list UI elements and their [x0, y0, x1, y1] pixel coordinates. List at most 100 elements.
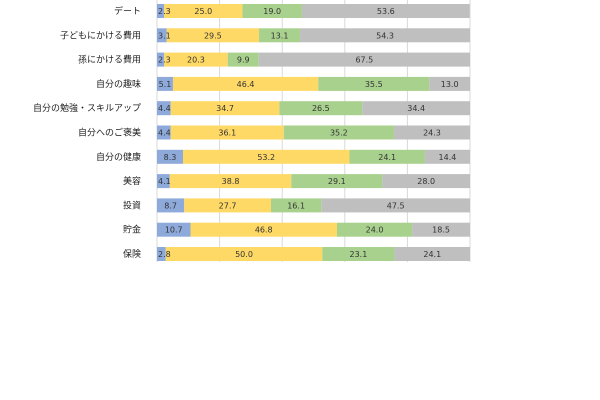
category-label: 孫にかける費用 — [78, 54, 141, 66]
bar-segment — [321, 198, 470, 213]
bar-segment — [157, 198, 185, 213]
data-label: 4.4 — [158, 129, 171, 138]
bar-segment — [157, 247, 166, 261]
data-label: 26.5 — [312, 104, 330, 113]
bar-segment — [157, 4, 165, 18]
bar-segment — [336, 222, 413, 237]
bar-segment — [169, 174, 292, 189]
category-label: 投資 — [123, 199, 141, 211]
bar-segment — [190, 222, 337, 237]
data-label: 36.1 — [218, 129, 236, 138]
bar-segment — [164, 4, 243, 18]
data-label: 4.1 — [158, 177, 171, 186]
bar-segment — [157, 125, 171, 140]
data-label: 29.5 — [204, 31, 222, 40]
data-label: 29.1 — [328, 177, 346, 186]
data-label: 53.2 — [257, 153, 275, 162]
data-label: 8.7 — [164, 201, 177, 210]
bar-segment — [157, 149, 183, 164]
data-label: 35.2 — [330, 129, 348, 138]
data-label: 54.3 — [376, 31, 394, 40]
bar-segment — [170, 125, 284, 140]
bar-segment — [291, 174, 383, 189]
bar-segment — [172, 76, 319, 91]
data-label: 23.1 — [350, 250, 368, 259]
bar-segment — [165, 247, 323, 261]
data-label: 3.1 — [158, 31, 171, 40]
data-label: 38.8 — [222, 177, 240, 186]
bar-segment — [300, 28, 470, 43]
bar-segment — [362, 101, 470, 116]
data-label: 5.1 — [159, 80, 172, 89]
bar-segment — [349, 149, 425, 164]
bar-segment — [157, 76, 173, 91]
data-label: 35.5 — [365, 80, 383, 89]
bars — [157, 4, 470, 261]
bar-segment — [301, 4, 470, 18]
bar-segment — [157, 28, 167, 43]
data-label: 46.8 — [255, 226, 273, 235]
data-label: 4.4 — [158, 104, 171, 113]
category-label: 自分の趣味 — [96, 78, 141, 90]
bar-segment — [412, 222, 470, 237]
bar-segment — [424, 149, 470, 164]
data-label: 27.7 — [219, 201, 237, 210]
bar-segment — [393, 125, 470, 140]
data-label: 25.0 — [194, 7, 212, 16]
data-label: 13.0 — [441, 80, 459, 89]
bar-segment — [258, 52, 470, 67]
bar-segment — [170, 101, 280, 116]
labels: デート 2.3 25.0 19.0 53.6 子どもにかける費用 3.1 29.5 13.1 54… — [33, 5, 459, 260]
bar-segment — [394, 247, 470, 261]
category-label: 子どもにかける費用 — [60, 29, 141, 41]
category-label: 貯金 — [123, 224, 141, 236]
data-label: 20.3 — [187, 56, 205, 65]
data-label: 24.0 — [366, 226, 384, 235]
data-label: 16.1 — [287, 201, 305, 210]
bar-segment — [382, 174, 470, 189]
data-label: 24.1 — [378, 153, 396, 162]
bar-segment — [322, 247, 395, 261]
data-label: 34.4 — [407, 104, 425, 113]
data-label: 14.4 — [439, 153, 457, 162]
bar-segment — [429, 76, 470, 91]
data-label: 50.0 — [235, 250, 253, 259]
category-label: 自分の勉強・スキルアップ — [33, 102, 141, 114]
bar-segment — [182, 149, 350, 164]
category-label: 自分の健康 — [96, 151, 141, 163]
bar-segment — [157, 52, 165, 67]
bar-segment — [157, 101, 171, 116]
data-label: 19.0 — [263, 7, 281, 16]
data-label: 47.5 — [387, 201, 405, 210]
data-label: 18.5 — [432, 226, 450, 235]
data-label: 13.1 — [271, 31, 289, 40]
bar-segment — [283, 125, 394, 140]
bar-segment — [242, 4, 302, 18]
data-label: 10.7 — [165, 226, 183, 235]
bar-segment — [184, 198, 271, 213]
data-label: 9.9 — [237, 56, 250, 65]
data-label: 8.3 — [164, 153, 177, 162]
data-label: 24.1 — [423, 250, 441, 259]
data-label: 28.0 — [417, 177, 435, 186]
category-label: 自分へのご褒美 — [78, 127, 141, 139]
data-label: 2.8 — [158, 250, 171, 259]
category-label: 保険 — [123, 248, 141, 260]
data-label: 2.3 — [158, 56, 171, 65]
bar-segment — [164, 52, 228, 67]
data-label: 53.6 — [377, 7, 395, 16]
category-label: デート — [114, 5, 141, 17]
data-label: 67.5 — [355, 56, 373, 65]
data-label: 24.3 — [423, 129, 441, 138]
data-label: 46.4 — [237, 80, 255, 89]
bar-segment — [279, 101, 363, 116]
bar-segment — [157, 222, 191, 237]
bar-segment — [259, 28, 301, 43]
bar-segment — [318, 76, 430, 91]
data-label: 2.3 — [158, 7, 171, 16]
data-label: 34.7 — [216, 104, 234, 113]
category-label: 美容 — [123, 175, 141, 187]
bar-segment — [157, 174, 170, 189]
bar-segment — [227, 52, 259, 67]
